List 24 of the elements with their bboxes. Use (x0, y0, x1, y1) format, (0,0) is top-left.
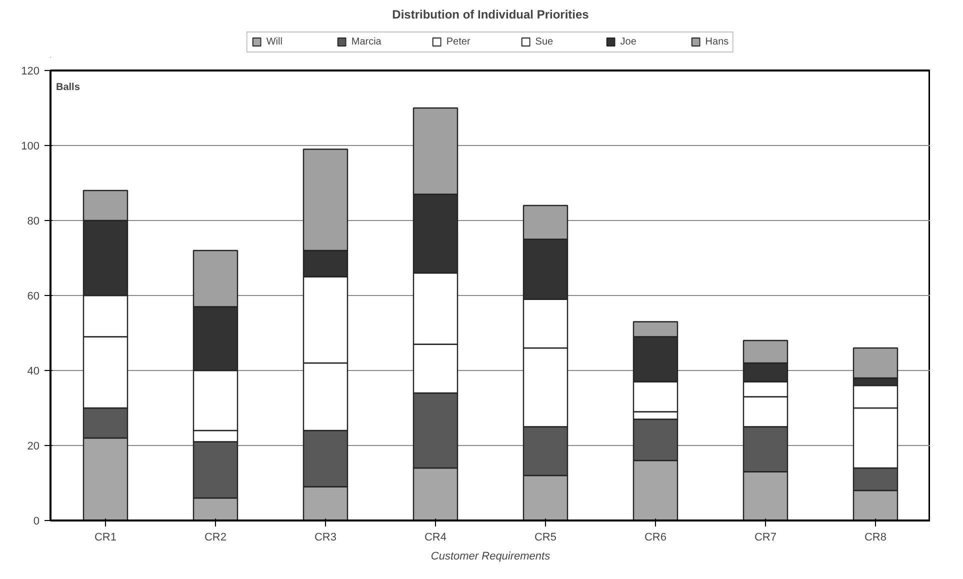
legend-label: Marcia (351, 36, 382, 47)
x-tick-label: CR7 (754, 532, 777, 544)
y-tick-label: 60 (27, 290, 40, 302)
x-tick-label: CR4 (424, 532, 447, 544)
y-tick-label: 20 (27, 440, 40, 452)
y-tick-label: 100 (21, 140, 40, 152)
legend-label: Joe (620, 36, 638, 47)
x-tick-label: CR2 (204, 532, 227, 544)
y-tick-label: 40 (27, 366, 40, 378)
legend-label: Peter (446, 36, 470, 47)
legend-label: Will (266, 36, 284, 47)
x-tick-label: CR6 (644, 532, 667, 544)
x-tick-label: CR5 (534, 532, 557, 544)
legend-label: Sue (535, 36, 554, 47)
chart-title: Distribution of Individual Priorities (392, 8, 590, 22)
y-tick-label: 0 (33, 516, 40, 528)
x-tick-label: CR8 (864, 532, 887, 544)
x-tick-label: CR1 (94, 532, 117, 544)
y-tick-label: 120 (21, 66, 40, 78)
x-tick-label: CR3 (314, 532, 337, 544)
y-tick-label: 80 (27, 216, 40, 228)
annotation: Balls (56, 82, 80, 93)
x-axis-title: Customer Requirements (430, 550, 551, 562)
legend-label: Hans (705, 36, 729, 47)
